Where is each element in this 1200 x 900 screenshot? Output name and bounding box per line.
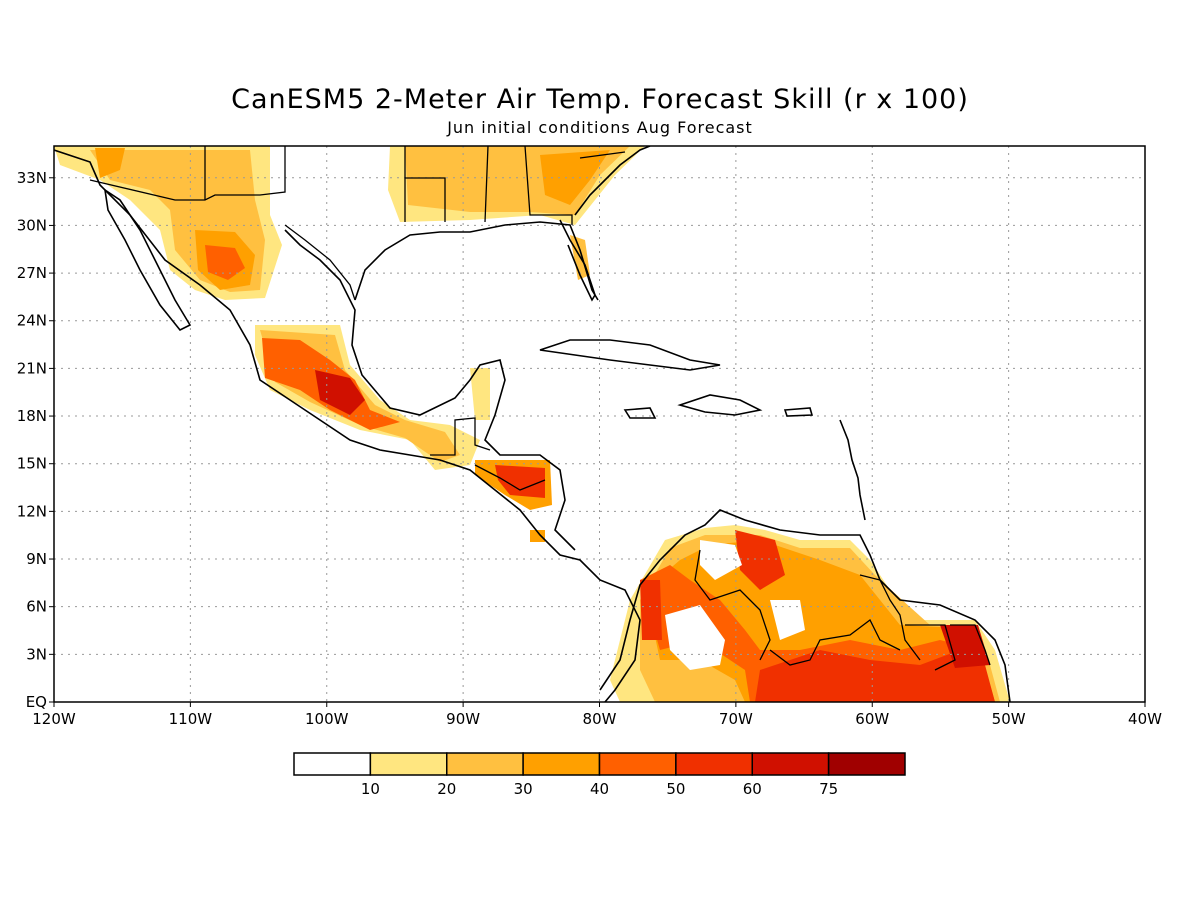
skill-region-us-southeast-strong <box>540 150 610 205</box>
coastline-puerto-rico <box>783 407 814 417</box>
map-title: CanESM5 2-Meter Air Temp. Forecast Skill… <box>231 84 969 115</box>
skill-region-honduras-core <box>495 465 545 498</box>
coastline-pacific-mexico <box>54 149 641 702</box>
coastline-jamaica <box>623 407 657 419</box>
skill-region-yucatan <box>470 368 490 420</box>
colorbar-label: 50 <box>666 780 685 798</box>
lat-label: 24N <box>17 312 47 330</box>
skill-shading <box>54 146 1010 702</box>
map-subtitle: Jun initial conditions Aug Forecast <box>447 118 753 137</box>
lon-label: 110W <box>169 710 213 728</box>
colorbar-label: 75 <box>819 780 838 798</box>
coastline-east-us <box>574 146 651 216</box>
coastline-hispaniola <box>677 394 763 416</box>
lon-label: 120W <box>32 710 76 728</box>
colorbar-label: 60 <box>743 780 762 798</box>
lon-label: 80W <box>583 710 617 728</box>
colorbar-swatch <box>751 752 830 776</box>
lat-label: 3N <box>26 645 47 663</box>
coastline-baja <box>103 188 192 332</box>
lat-label: 9N <box>26 550 47 568</box>
border-states-6 <box>579 151 626 159</box>
border-suriname <box>905 624 956 671</box>
coastline-gulf-north <box>354 221 599 301</box>
lon-label: 60W <box>855 710 889 728</box>
skill-gap-venezuela <box>700 540 742 580</box>
coastline-south-america-north <box>599 509 1011 702</box>
border-us-mexico-east <box>284 224 356 301</box>
colorbar-swatch <box>675 752 753 776</box>
longitude-axis: 120W 110W 100W 90W 80W 70W 60W 50W 40W <box>32 702 1162 728</box>
border-guyana <box>859 574 921 661</box>
border-colombia-venezuela <box>694 549 771 661</box>
lon-label: 90W <box>446 710 480 728</box>
colorbar-label: 20 <box>437 780 456 798</box>
lat-label: 33N <box>17 169 47 187</box>
lat-label: 30N <box>17 216 47 234</box>
border-states-3 <box>405 177 446 222</box>
lat-label: 15N <box>17 455 47 473</box>
skill-region-colombia-core <box>640 580 662 640</box>
skill-region-guiana-core <box>940 625 990 668</box>
lat-label: 27N <box>17 264 47 282</box>
colorbar-swatch <box>369 752 448 776</box>
coastlines <box>54 146 1011 702</box>
border-us-mexico <box>89 146 286 201</box>
colorbar-label: 30 <box>514 780 533 798</box>
colorbar: 10 20 30 40 50 60 75 <box>293 752 906 798</box>
border-guatemala <box>430 417 491 456</box>
map-gridlines <box>54 146 1145 702</box>
skill-region-panama <box>530 530 545 542</box>
colorbar-swatch <box>446 752 524 776</box>
skill-region-sonora-core <box>205 245 245 280</box>
colorbar-label: 10 <box>361 780 380 798</box>
coastline-florida <box>559 219 596 302</box>
skill-region-central-mexico-core <box>315 370 365 415</box>
lon-label: 40W <box>1128 710 1162 728</box>
lat-label: 21N <box>17 359 47 377</box>
lon-label: 70W <box>719 710 753 728</box>
coastline-cuba <box>539 339 721 371</box>
border-states-5 <box>524 146 573 225</box>
skill-region-baja-north <box>95 148 125 178</box>
border-venezuela-brazil <box>769 619 901 666</box>
colorbar-swatch <box>522 752 601 776</box>
lat-label: 18N <box>17 407 47 425</box>
borders <box>89 146 991 671</box>
colorbar-swatch <box>827 752 906 776</box>
coastline-gulf-mexico <box>284 229 576 551</box>
skill-gap-colombia <box>665 605 725 670</box>
border-honduras <box>474 464 546 491</box>
lat-label: EQ <box>26 693 47 711</box>
map-plot-area: 33N 30N 27N 24N 21N 18N 15N 12N 9N 6N 3N EQ 120W 110… <box>17 145 1162 728</box>
lat-label: 12N <box>17 502 47 520</box>
colorbar-swatch <box>293 752 372 776</box>
skill-gap-amazon <box>770 600 805 640</box>
colorbar-label: 40 <box>590 780 609 798</box>
lon-label: 50W <box>992 710 1026 728</box>
lat-label: 6N <box>26 598 47 616</box>
border-states-4 <box>484 146 489 223</box>
skill-region-amazon-core <box>755 650 995 702</box>
skill-region-venezuela-core <box>735 530 785 590</box>
colorbar-swatch <box>598 752 677 776</box>
latitude-axis: 33N 30N 27N 24N 21N 18N 15N 12N 9N 6N 3N EQ <box>17 169 54 711</box>
border-french-guiana <box>950 624 991 666</box>
lon-label: 100W <box>305 710 349 728</box>
coastline-lesser-antilles <box>839 419 866 521</box>
